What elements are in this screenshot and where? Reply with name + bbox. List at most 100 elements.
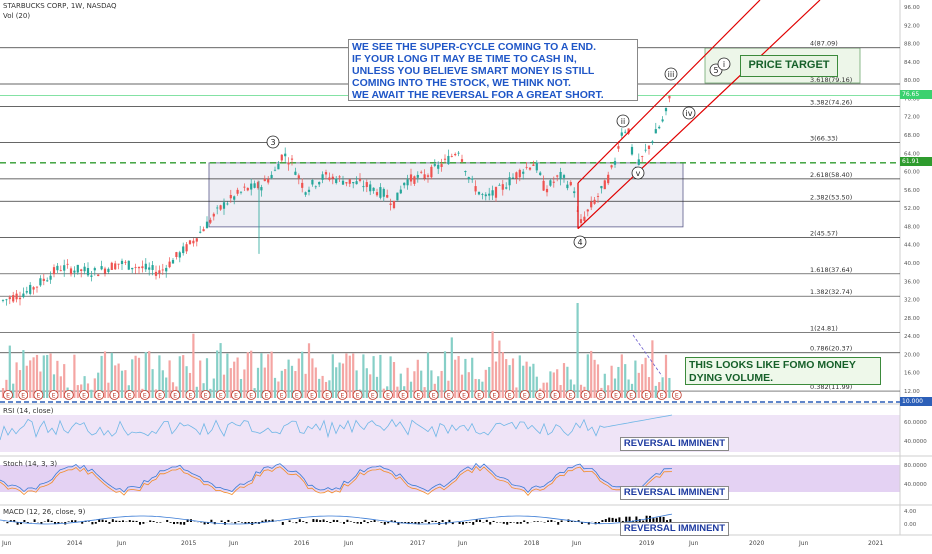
macd-bar [459,522,461,524]
candle-body [277,164,279,169]
volume-bar [274,378,276,398]
candle-body [169,262,171,268]
earnings-label: E [508,393,512,400]
candle-body [624,132,626,133]
macd-bar [74,520,76,522]
macd-bar [227,520,229,522]
macd-bar [102,520,104,522]
reversal-rsi-label[interactable]: REVERSAL IMMINENT [620,437,729,451]
candle-body [206,222,208,229]
candle-body [196,238,198,241]
wave-label: 4 [577,238,582,247]
volume-bar [362,354,364,398]
macd-bar [557,522,559,525]
consolidation-box [209,163,683,227]
volume-bar [216,350,218,398]
macd-bar [537,521,539,522]
macd-bar [316,519,318,522]
candle-body [308,190,310,192]
macd-bar [346,520,348,522]
macd-histogram [3,516,671,525]
stoch-axis-tick: 40.0000 [904,482,927,488]
macd-bar [34,519,36,522]
candle-body [274,170,276,171]
reversal-macd-label[interactable]: REVERSAL IMMINENT [620,522,729,536]
macd-bar [343,522,345,524]
candle-body [172,260,174,264]
candle-body [532,165,534,166]
volume-bar [665,355,667,398]
candle-body [424,174,426,178]
candle-body [155,272,157,276]
candle-body [651,141,653,142]
earnings-label: E [52,393,56,400]
candle-body [407,179,409,185]
macd-bar [261,521,263,522]
time-axis-label: 2014 [67,540,82,547]
earnings-label: E [614,393,618,400]
macd-bar [363,520,365,522]
macd-bar [319,520,321,522]
candle-body [403,183,405,185]
volume-bar [458,356,460,398]
candle-body [662,119,664,121]
candle-body [556,175,558,176]
candle-body [600,186,602,188]
volume-bar [546,383,548,398]
earnings-label: E [401,393,405,400]
candle-body [298,175,300,178]
candle-body [216,208,218,209]
candle-body [101,266,103,269]
reversal-stoch-label[interactable]: REVERSAL IMMINENT [620,486,729,500]
candle-body [420,172,422,173]
wave-label: 5 [713,66,718,75]
candle-body [50,276,52,280]
candle-body [135,267,137,268]
volume-bar [485,370,487,398]
earnings-label: E [386,393,390,400]
candle-body [441,164,443,167]
volume-bar [90,390,92,398]
candle-body [393,201,395,208]
candle-body [560,172,562,179]
candle-body [203,229,205,231]
macd-bar [119,521,121,522]
main-annotation[interactable]: WE SEE THE SUPER-CYCLE COMING TO A END. … [348,39,638,101]
stoch-label: Stoch (14, 3, 3) [3,460,57,468]
macd-bar [527,522,529,524]
price-axis-tick: 72.00 [904,115,920,121]
candle-body [379,187,381,198]
candle-body [318,182,320,184]
fomo-annotation[interactable]: THIS LOOKS LIKE FOMO MONEY DYING VOLUME. [685,357,881,385]
volume-bar [182,355,184,398]
candle-body [488,194,490,196]
price-target-label[interactable]: PRICE TARGET [740,55,838,77]
volume-bar [288,360,290,398]
candle-body [668,96,670,99]
macd-bar [95,522,97,524]
volume-bar [410,382,412,398]
volume-bar [257,368,259,398]
earnings-label: E [629,393,633,400]
macd-axis-tick: 0.00 [904,522,917,528]
macd-bar [108,522,110,524]
volume-bar [332,354,334,398]
volume-bar [655,386,657,398]
volume-bar [60,376,62,398]
earnings-label: E [265,393,269,400]
macd-bar [561,520,563,522]
macd-bar [326,521,328,522]
candle-body [189,240,191,244]
volume-bar [73,355,75,398]
candle-body [631,147,633,155]
candle-body [665,108,667,111]
macd-bar [136,521,138,522]
volume-bar [179,356,181,398]
macd-bar [129,520,131,522]
candle-body [641,156,643,157]
volume-bar [621,354,623,398]
macd-bar [210,520,212,522]
volume-bar [305,374,307,398]
candle-body [604,180,606,189]
macd-bar [472,522,474,525]
